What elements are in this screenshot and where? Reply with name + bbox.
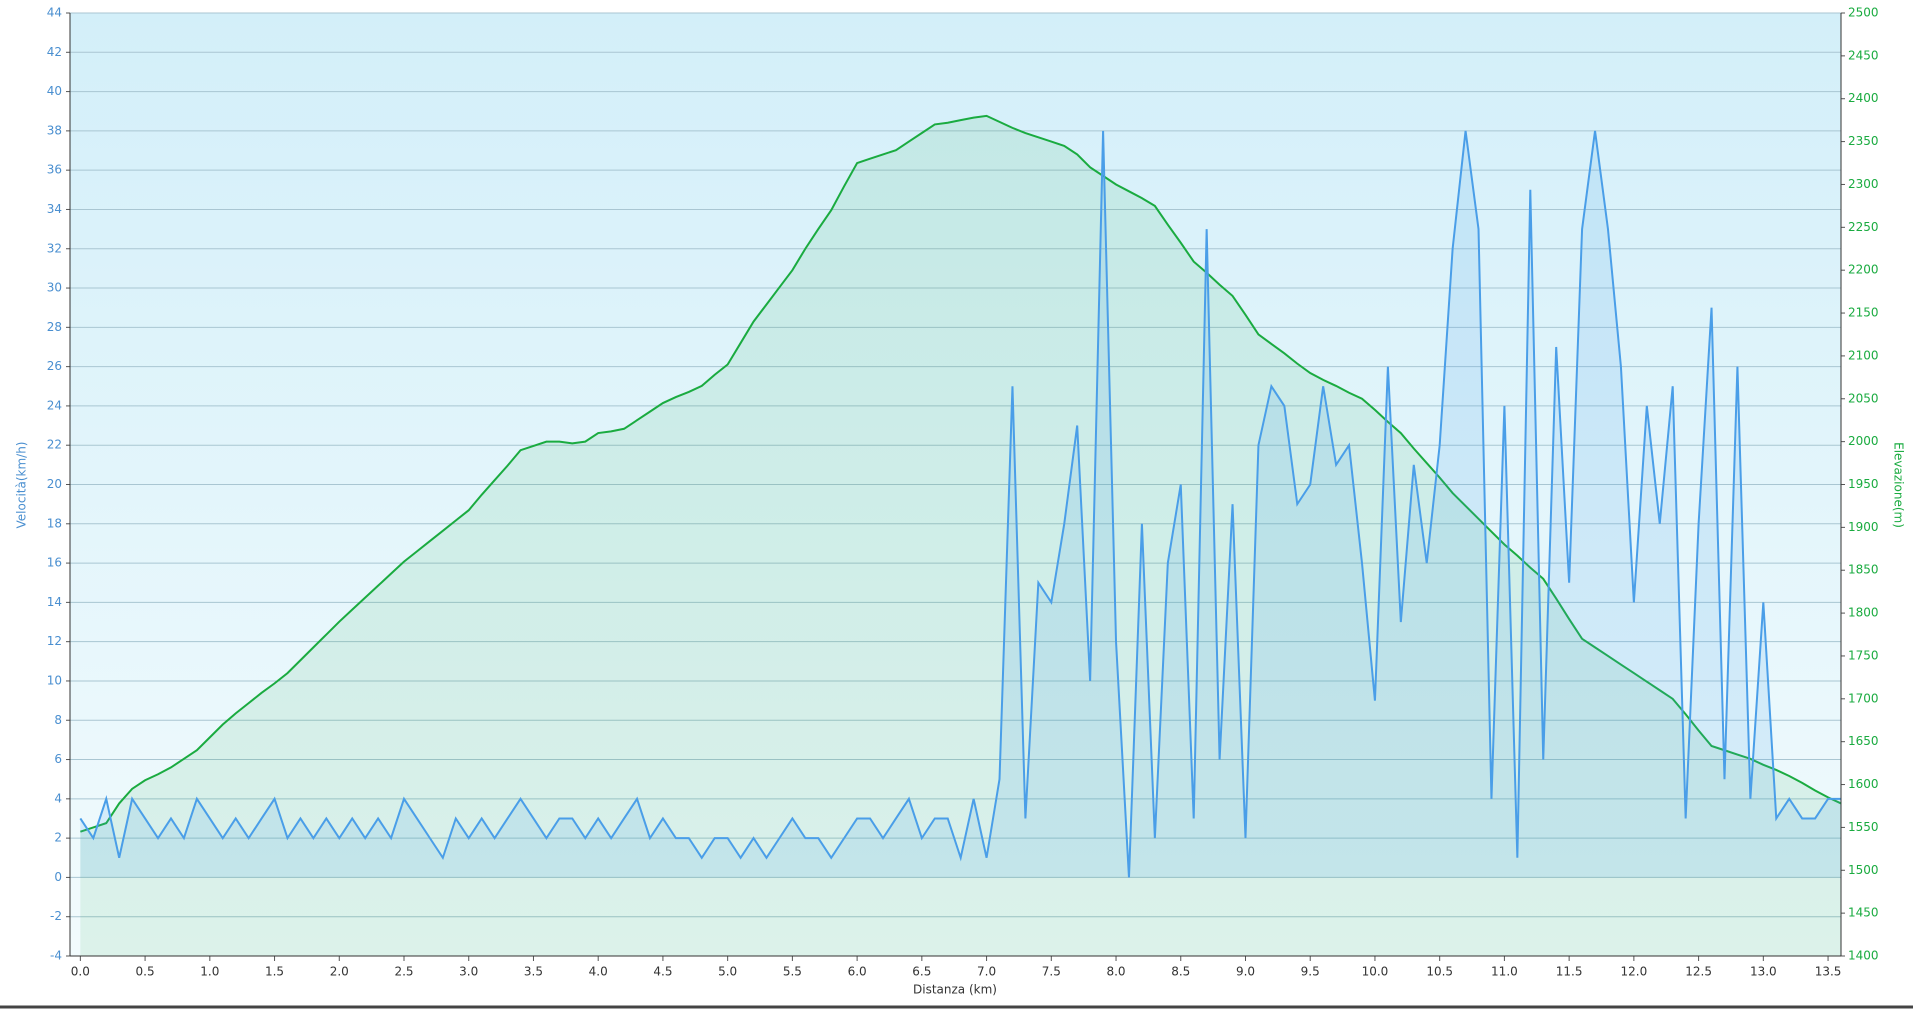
y2-tick-label: 2100 [1848, 348, 1879, 362]
y-tick-label: 6 [54, 752, 62, 766]
x-tick-label: 7.5 [1042, 965, 1061, 979]
y-tick-label: 42 [47, 45, 62, 59]
x-tick-label: 8.5 [1171, 965, 1190, 979]
x-tick-label: 11.0 [1491, 965, 1518, 979]
x-tick-label: 4.5 [653, 965, 672, 979]
x-tick-label: 0.5 [136, 965, 155, 979]
y2-tick-label: 1800 [1848, 606, 1879, 620]
y2-tick-label: 2350 [1848, 134, 1879, 148]
y2-tick-label: 1700 [1848, 691, 1879, 705]
y2-tick-label: 2150 [1848, 306, 1879, 320]
y-tick-label: 0 [54, 870, 62, 884]
y2-tick-label: 2300 [1848, 177, 1879, 191]
y2-tick-label: 2400 [1848, 91, 1879, 105]
y2-tick-label: 2450 [1848, 48, 1879, 62]
y-tick-label: 16 [47, 556, 62, 570]
y-tick-label: 26 [47, 359, 62, 373]
y-tick-label: -4 [50, 949, 62, 963]
y2-tick-label: 1850 [1848, 563, 1879, 577]
x-tick-label: 3.5 [524, 965, 543, 979]
y-tick-label: 4 [54, 791, 62, 805]
y2-tick-label: 1450 [1848, 906, 1879, 920]
x-axis-title: Distanza (km) [913, 983, 997, 997]
x-tick-label: 6.0 [848, 965, 867, 979]
x-tick-label: 13.0 [1750, 965, 1777, 979]
x-tick-label: 11.5 [1556, 965, 1583, 979]
y2-tick-label: 1600 [1848, 777, 1879, 791]
y2-tick-label: 1650 [1848, 734, 1879, 748]
y-tick-label: 20 [47, 477, 62, 491]
y-tick-label: 24 [47, 398, 62, 412]
y-tick-label: 12 [47, 634, 62, 648]
x-tick-label: 13.5 [1815, 965, 1842, 979]
x-tick-label: 12.0 [1621, 965, 1648, 979]
y-axis-title: Velocità(km/h) [15, 442, 29, 529]
y2-tick-label: 1500 [1848, 863, 1879, 877]
y-tick-label: 18 [47, 516, 62, 530]
x-tick-label: 7.0 [977, 965, 996, 979]
y-tick-label: 30 [47, 281, 62, 295]
x-tick-label: 8.0 [1106, 965, 1125, 979]
y2-tick-label: 1750 [1848, 648, 1879, 662]
y-tick-label: 36 [47, 163, 62, 177]
x-tick-label: 2.0 [330, 965, 349, 979]
y2-tick-label: 2200 [1848, 263, 1879, 277]
y2-tick-label: 2050 [1848, 391, 1879, 405]
y2-tick-label: 1400 [1848, 949, 1879, 963]
x-tick-label: 9.5 [1301, 965, 1320, 979]
line [79, 130, 1841, 878]
y-tick-label: 22 [47, 438, 62, 452]
y-tick-label: 44 [47, 6, 62, 20]
x-tick-label: 6.5 [912, 965, 931, 979]
x-tick-label: 10.5 [1426, 965, 1453, 979]
y-tick-label: 34 [47, 202, 62, 216]
area-fill [80, 130, 1842, 878]
area-fill [80, 115, 1842, 956]
y-tick-label: 40 [47, 84, 62, 98]
y-tick-label: 28 [47, 320, 62, 334]
y-tick-label: 32 [47, 241, 62, 255]
x-tick-label: 0.0 [71, 965, 90, 979]
y2-tick-label: 1550 [1848, 820, 1879, 834]
x-tick-label: 5.5 [783, 965, 802, 979]
x-tick-label: 2.5 [394, 965, 413, 979]
y-tick-label: 38 [47, 123, 62, 137]
y2-tick-label: 2250 [1848, 220, 1879, 234]
y-tick-label: 2 [54, 831, 62, 845]
x-tick-label: 1.0 [200, 965, 219, 979]
line [80, 114, 1842, 833]
y2-tick-label: 2000 [1848, 434, 1879, 448]
y-tick-label: -2 [50, 909, 62, 923]
y-tick-label: 14 [47, 595, 62, 609]
y-tick-label: 10 [47, 673, 62, 687]
y-tick-label: 8 [54, 713, 62, 727]
x-tick-label: 1.5 [265, 965, 284, 979]
y2-tick-label: 2500 [1848, 6, 1879, 20]
x-tick-label: 3.0 [459, 965, 478, 979]
x-tick-label: 4.0 [589, 965, 608, 979]
x-tick-label: 9.0 [1236, 965, 1255, 979]
x-tick-label: 12.5 [1685, 965, 1712, 979]
y2-tick-label: 1900 [1848, 520, 1879, 534]
y2-axis-title: Elevazione(m) [1892, 442, 1906, 528]
x-tick-label: 10.0 [1362, 965, 1389, 979]
y2-tick-label: 1950 [1848, 477, 1879, 491]
x-tick-label: 5.0 [718, 965, 737, 979]
